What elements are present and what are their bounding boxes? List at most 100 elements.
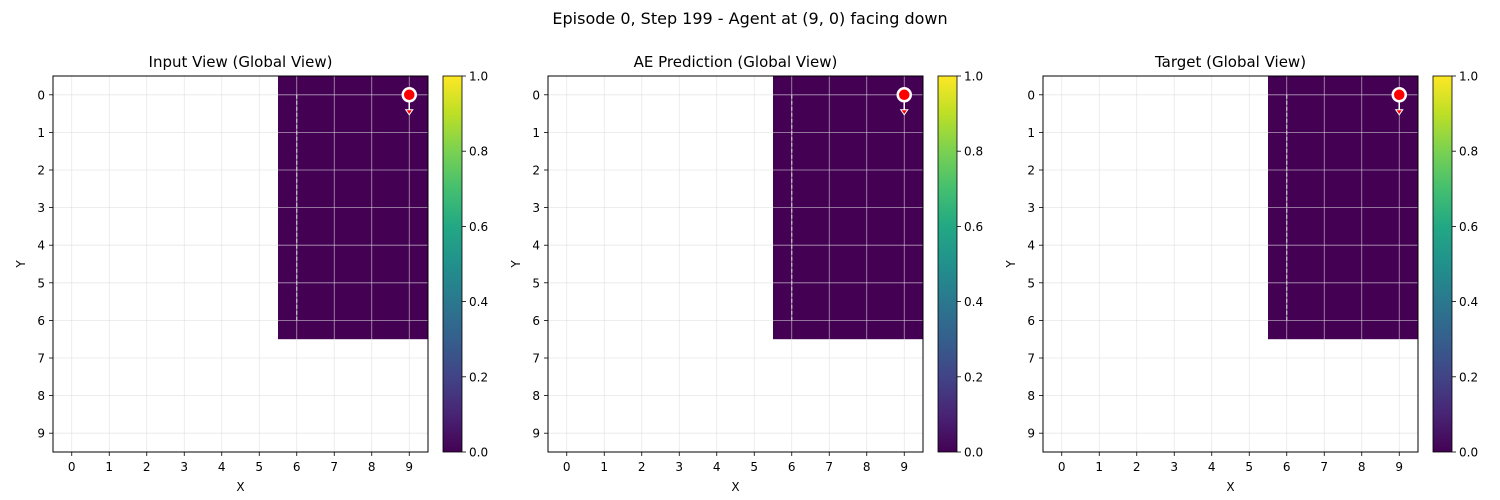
- y-tick-label: 9: [37, 427, 45, 441]
- agent-marker: [896, 87, 912, 103]
- y-tick-label: 7: [37, 352, 45, 366]
- x-tick-label: 7: [825, 460, 833, 474]
- colorbar-tick-label: 1.0: [1459, 70, 1478, 84]
- x-tick-label: 4: [1208, 460, 1216, 474]
- y-axis-label: Y: [509, 260, 523, 269]
- x-tick-label: 1: [1095, 460, 1103, 474]
- x-axis-label: X: [1226, 480, 1234, 494]
- panel-title: Input View (Global View): [149, 53, 333, 71]
- y-tick-label: 2: [532, 164, 540, 178]
- axes-frame: [1042, 75, 1419, 453]
- colorbar-tick-label: 0.8: [964, 145, 983, 159]
- agent-marker: [1391, 87, 1407, 103]
- panel-3: Target (Global View) 0 1 2 3 4 5 6 7 8 9 0 1 2 3 4 5 6 7 8 9…: [1004, 53, 1478, 494]
- x-tick-label: 1: [600, 460, 608, 474]
- x-tick-label: 9: [405, 460, 413, 474]
- y-tick-label: 0: [1027, 88, 1035, 102]
- y-tick-label: 8: [1027, 389, 1035, 403]
- figure-suptitle: Episode 0, Step 199 - Agent at (9, 0) fa…: [552, 9, 947, 28]
- x-tick-label: 3: [180, 460, 188, 474]
- x-tick-label: 6: [788, 460, 796, 474]
- agent-arrow-head: [1394, 109, 1404, 116]
- x-tick-label: 5: [1245, 460, 1253, 474]
- colorbar-tick-label: 0.2: [964, 370, 983, 384]
- colorbar-tick-label: 0.0: [964, 446, 983, 460]
- agent-arrow-head: [899, 109, 909, 116]
- colorbar: [937, 75, 958, 453]
- x-tick-label: 3: [1170, 460, 1178, 474]
- x-tick-label: 7: [1320, 460, 1328, 474]
- y-tick-label: 3: [532, 201, 540, 215]
- colorbar-tick-label: 0.4: [964, 295, 983, 309]
- colorbar-tick-label: 0.0: [469, 446, 488, 460]
- y-tick-label: 4: [37, 239, 45, 253]
- x-tick-label: 9: [1395, 460, 1403, 474]
- y-tick-label: 7: [1027, 352, 1035, 366]
- colorbar-tick-label: 0.2: [469, 370, 488, 384]
- y-tick-label: 0: [37, 88, 45, 102]
- colorbar-tick-label: 0.6: [1459, 220, 1478, 234]
- y-tick-label: 4: [1027, 239, 1035, 253]
- y-tick-label: 1: [532, 126, 540, 140]
- y-axis-label: Y: [14, 260, 28, 269]
- y-tick-label: 3: [1027, 201, 1035, 215]
- colorbar-tick-label: 0.8: [1459, 145, 1478, 159]
- colorbar-tick-label: 0.4: [1459, 295, 1478, 309]
- x-tick-label: 5: [255, 460, 263, 474]
- y-axis-label: Y: [1004, 260, 1018, 269]
- y-tick-label: 8: [37, 389, 45, 403]
- x-axis-label: X: [236, 480, 244, 494]
- y-tick-label: 6: [532, 314, 540, 328]
- y-tick-label: 5: [532, 276, 540, 290]
- x-tick-label: 2: [1133, 460, 1141, 474]
- y-tick-label: 6: [1027, 314, 1035, 328]
- x-tick-label: 4: [713, 460, 721, 474]
- colorbar-tick-label: 0.0: [1459, 446, 1478, 460]
- y-tick-label: 6: [37, 314, 45, 328]
- x-tick-label: 2: [638, 460, 646, 474]
- panel-1: Input View (Global View) 0 1 2 3 4 5 6 7 8 9 0 1 2 3 4 5…: [14, 53, 488, 494]
- colorbar-tick-label: 1.0: [964, 70, 983, 84]
- y-tick-label: 1: [1027, 126, 1035, 140]
- y-tick-label: 2: [37, 164, 45, 178]
- x-tick-label: 0: [68, 460, 76, 474]
- y-tick-label: 3: [37, 201, 45, 215]
- y-tick-label: 0: [532, 88, 540, 102]
- x-tick-label: 0: [563, 460, 571, 474]
- agent-arrow-head: [404, 109, 414, 116]
- colorbar-tick-label: 0.8: [469, 145, 488, 159]
- y-tick-label: 4: [532, 239, 540, 253]
- x-tick-label: 2: [143, 460, 151, 474]
- colorbar-tick-label: 0.6: [964, 220, 983, 234]
- axes-frame: [52, 75, 429, 453]
- x-tick-label: 5: [750, 460, 758, 474]
- x-axis-label: X: [731, 480, 739, 494]
- x-tick-label: 1: [105, 460, 113, 474]
- colorbar-tick-label: 0.4: [469, 295, 488, 309]
- y-tick-label: 2: [1027, 164, 1035, 178]
- x-tick-label: 3: [675, 460, 683, 474]
- x-tick-label: 8: [863, 460, 871, 474]
- x-tick-label: 7: [330, 460, 338, 474]
- axes-frame: [547, 75, 924, 453]
- x-tick-label: 8: [368, 460, 376, 474]
- colorbar: [442, 75, 463, 453]
- x-tick-label: 0: [1058, 460, 1066, 474]
- colorbar-tick-label: 0.2: [1459, 370, 1478, 384]
- y-tick-label: 1: [37, 126, 45, 140]
- x-tick-label: 6: [293, 460, 301, 474]
- y-tick-label: 7: [532, 352, 540, 366]
- agent-marker: [401, 87, 417, 103]
- panel-title: AE Prediction (Global View): [634, 53, 838, 71]
- panel-title: Target (Global View): [1154, 53, 1306, 71]
- x-tick-label: 9: [900, 460, 908, 474]
- colorbar: [1432, 75, 1453, 453]
- colorbar-tick-label: 0.6: [469, 220, 488, 234]
- y-tick-label: 9: [1027, 427, 1035, 441]
- x-tick-label: 8: [1358, 460, 1366, 474]
- x-tick-label: 6: [1283, 460, 1291, 474]
- y-tick-label: 5: [1027, 276, 1035, 290]
- x-tick-label: 4: [218, 460, 226, 474]
- colorbar-tick-label: 1.0: [469, 70, 488, 84]
